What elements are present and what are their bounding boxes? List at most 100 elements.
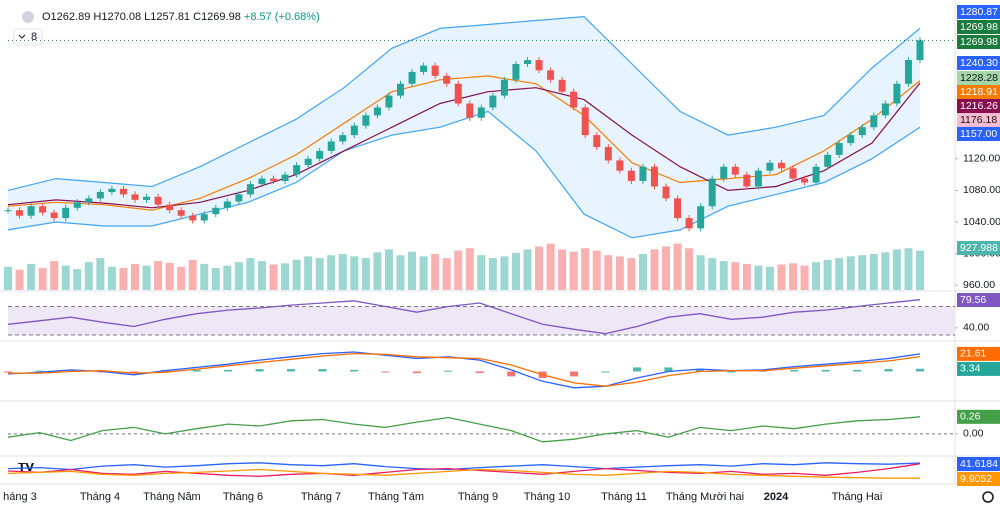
symbol-icon[interactable] (22, 11, 34, 23)
volume-bar (696, 255, 705, 290)
overlay-line (7, 82, 921, 209)
volume-bar (50, 261, 59, 290)
x-tick-label: Tháng Năm (143, 491, 200, 503)
volume-bar (188, 259, 197, 290)
candle (674, 198, 682, 219)
x-tick-label: Tháng 9 (458, 491, 498, 503)
candle (881, 103, 889, 116)
histogram-bar (35, 370, 44, 372)
histogram-bar (4, 371, 12, 373)
candle (200, 214, 208, 221)
volume-bar (812, 262, 821, 290)
candle (27, 206, 35, 216)
indicator-line (7, 468, 920, 479)
histogram-bar (129, 371, 138, 374)
indicator-line (7, 463, 921, 477)
price-label-box (957, 99, 1000, 113)
candle (708, 178, 716, 207)
volume-bar (38, 267, 47, 290)
histogram-bar (381, 371, 390, 373)
candle (4, 210, 12, 212)
histogram-bar (192, 369, 201, 372)
volume-bar (246, 258, 255, 290)
price-label: 1269.98 (960, 36, 998, 48)
volume-bar (269, 264, 278, 290)
volume-bar (535, 246, 544, 290)
price-label: 1216.26 (960, 100, 998, 112)
candle (85, 198, 93, 203)
histogram-bar (287, 369, 296, 372)
candle (223, 201, 231, 208)
candle (131, 194, 139, 200)
candle (362, 115, 370, 126)
volume-bar (73, 269, 82, 290)
candle (489, 95, 497, 108)
volume-bar (673, 243, 682, 290)
candle (697, 206, 705, 229)
candle (143, 196, 151, 200)
x-tick-label: Tháng 11 (601, 491, 647, 503)
end-label: 21.61 (960, 348, 986, 360)
y-tick-label: 40.00 (963, 322, 989, 334)
volume-bar (789, 263, 798, 290)
indicator-line (7, 299, 921, 335)
histogram-bar (570, 371, 579, 377)
y-tick-label: 1080.00 (963, 184, 1000, 196)
candle (731, 166, 739, 175)
histogram-bar (632, 367, 641, 372)
y-tick-label: 1040.00 (963, 216, 1000, 228)
volume-bar (523, 249, 532, 290)
volume-bar (408, 251, 417, 290)
candle (662, 186, 670, 199)
candle (420, 65, 428, 72)
open: O1262.89 (42, 11, 90, 23)
indicator-count: 8 (31, 31, 37, 43)
end-label: 0.26 (960, 411, 981, 423)
volume-bar (96, 258, 105, 290)
price-label-box (957, 5, 1000, 19)
volume-bar (61, 265, 70, 290)
candle (535, 60, 543, 71)
x-tick-label: Tháng 4 (80, 491, 120, 503)
price-label: 1269.98 (960, 21, 998, 33)
candle (62, 207, 70, 219)
candle (281, 174, 289, 181)
price-label-box (957, 35, 1000, 49)
end-label-box (957, 361, 1000, 376)
volume-bar (708, 258, 717, 290)
histogram-bar (507, 371, 516, 377)
end-label: 9.9052 (960, 473, 992, 485)
candle (373, 107, 381, 116)
volume-bar (685, 248, 694, 290)
x-tick-label: Tháng Hai (832, 491, 883, 503)
volume-bar (488, 258, 497, 290)
candle (327, 141, 335, 151)
candle (916, 40, 924, 61)
candle (339, 135, 347, 142)
candle (73, 202, 81, 208)
volume-bar (777, 264, 786, 290)
candle (777, 162, 785, 169)
candle (547, 70, 555, 80)
price-label-box (957, 71, 1000, 85)
price-label-box (957, 127, 1000, 141)
volume-bar (154, 261, 163, 290)
histogram-bar (412, 371, 421, 374)
volume-bar (846, 256, 855, 290)
volume-bar (373, 252, 382, 290)
volume-bar (823, 259, 832, 290)
indicator-line (8, 352, 921, 387)
volume-bar (869, 254, 878, 290)
volume-bar (84, 262, 93, 290)
indicator-toggle[interactable] (13, 28, 43, 46)
candle (293, 165, 301, 175)
candle (350, 125, 358, 136)
end-label-box (957, 472, 1000, 486)
candle (570, 91, 578, 108)
candle (650, 166, 658, 187)
x-tick-label: Tháng Mười hai (666, 491, 744, 503)
candle (166, 204, 174, 211)
histogram-bar (664, 367, 673, 372)
volume-bar (119, 267, 128, 290)
settings-icon[interactable] (982, 491, 994, 503)
